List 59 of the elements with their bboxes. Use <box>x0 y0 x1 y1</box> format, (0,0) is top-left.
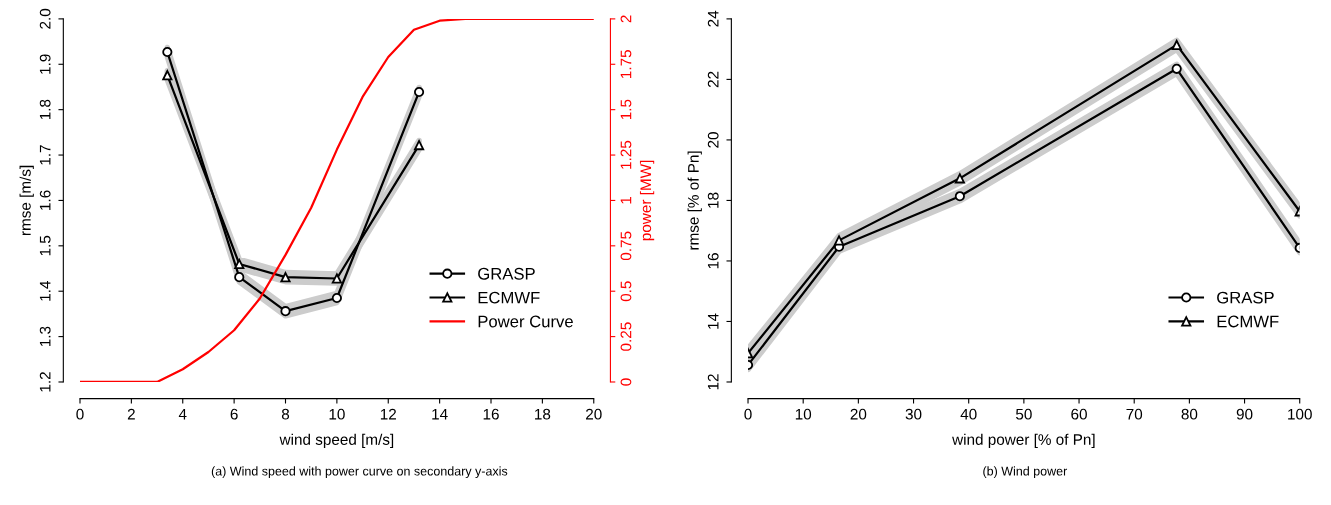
y2-tick-label: 1.5 <box>620 99 632 120</box>
legend-label: GRASP <box>478 267 535 280</box>
x-tick-label: 0 <box>76 408 84 420</box>
y2-tick-label: 0.5 <box>620 281 632 302</box>
x-tick-label: 70 <box>1126 408 1143 420</box>
text: (a) Wind speed with power curve on secondary y-axis <box>211 466 508 478</box>
x-axis-title: wind speed [m/s] <box>279 433 394 448</box>
x-tick-label: 8 <box>281 408 290 420</box>
y-axis-title: rmse [m/s] <box>19 165 34 236</box>
x-tick-label: 10 <box>795 408 812 420</box>
y-tick-label: 1.7 <box>39 145 51 165</box>
y-tick-label: 1.4 <box>39 281 51 301</box>
y-tick-label: 20 <box>707 132 719 148</box>
x-tick-label: 10 <box>329 408 345 420</box>
legend-label: ECMWF <box>1217 315 1279 328</box>
y2-tick-label: 0.75 <box>620 231 632 261</box>
x-tick-label: 80 <box>1181 408 1198 420</box>
y2-tick-label: 1.25 <box>620 140 632 169</box>
y-tick-label: 16 <box>707 253 719 269</box>
x-tick-label: 90 <box>1236 408 1253 420</box>
y2-tick-label: 1.75 <box>620 50 632 78</box>
y-tick-label: 18 <box>707 192 719 208</box>
y2-tick-label: 1 <box>620 196 632 204</box>
x-tick-label: 40 <box>960 408 977 420</box>
y2-tick-label: 0.25 <box>620 322 632 351</box>
x-tick-label: 18 <box>535 408 551 420</box>
y2-tick-label: 0 <box>620 378 632 386</box>
x-tick-label: 60 <box>1071 408 1087 420</box>
x-tick-label: 4 <box>178 408 187 420</box>
x-tick-label: 100 <box>1288 408 1312 420</box>
y-tick-label: 1.6 <box>39 190 51 210</box>
x-tick-label: 20 <box>850 408 867 420</box>
y-axis-title: rmse [% of Pn] <box>687 151 702 250</box>
x-tick-label: 20 <box>586 408 602 420</box>
y-tick-label: 1.8 <box>39 99 51 120</box>
x-tick-label: 30 <box>905 408 922 420</box>
y-tick-label: 1.5 <box>39 235 51 256</box>
y-tick-label: 24 <box>707 10 719 27</box>
x-axis-title: wind power [% of Pn] <box>952 433 1095 448</box>
y-tick-label: 2.0 <box>39 8 51 29</box>
y2-tick-label: 2 <box>620 15 632 23</box>
y-tick-label: 1.3 <box>39 326 51 347</box>
legend-label: Power Curve <box>478 315 573 328</box>
x-tick-label: 16 <box>483 408 499 420</box>
text: (b) Wind power <box>983 466 1068 478</box>
x-tick-label: 6 <box>230 408 238 420</box>
y-tick-label: 1.2 <box>39 372 51 392</box>
y-tick-label: 14 <box>707 313 719 329</box>
x-tick-label: 50 <box>1015 408 1032 420</box>
legend-label: GRASP <box>1217 291 1274 304</box>
x-tick-label: 12 <box>380 408 396 420</box>
y-tick-label: 1.9 <box>39 54 51 74</box>
y-tick-label: 22 <box>707 71 719 88</box>
y-tick-label: 12 <box>707 374 719 390</box>
legend-label: ECMWF <box>478 291 540 304</box>
x-tick-label: 2 <box>127 408 135 420</box>
x-tick-label: 0 <box>744 408 752 420</box>
x-tick-label: 14 <box>432 408 448 420</box>
y2-axis-title: power [MW] <box>639 160 655 241</box>
